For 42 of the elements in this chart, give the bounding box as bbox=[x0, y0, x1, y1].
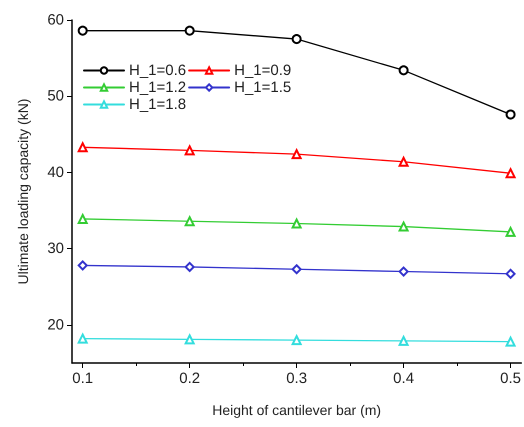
legend-label: H_1=1.5 bbox=[234, 79, 292, 96]
point bbox=[78, 214, 88, 224]
point bbox=[506, 268, 516, 279]
point bbox=[78, 26, 88, 36]
point bbox=[184, 145, 195, 156]
point bbox=[292, 335, 302, 346]
y-axis-title: Ultimate loading capacity (kN) bbox=[15, 98, 31, 284]
point bbox=[506, 110, 516, 120]
point bbox=[292, 149, 302, 160]
point bbox=[398, 222, 409, 232]
point bbox=[184, 26, 195, 36]
point bbox=[506, 336, 516, 347]
point bbox=[506, 168, 516, 178]
x-tick-label: 0.1 bbox=[72, 370, 94, 387]
point bbox=[78, 334, 88, 344]
point bbox=[398, 336, 409, 346]
x-tick-label: 0.3 bbox=[286, 370, 308, 387]
x-tick-label: 0.5 bbox=[500, 370, 522, 387]
legend-label: H_1=0.9 bbox=[234, 62, 292, 79]
x-axis-title: Height of cantilever bar (m) bbox=[212, 402, 382, 418]
point bbox=[398, 266, 409, 277]
legend-label: H_1=1.2 bbox=[129, 79, 186, 96]
point bbox=[184, 262, 195, 272]
legend-label: H_1=0.6 bbox=[129, 62, 186, 79]
point bbox=[292, 264, 302, 274]
point bbox=[292, 34, 302, 44]
point bbox=[506, 226, 516, 237]
point bbox=[184, 216, 195, 226]
point bbox=[398, 156, 409, 167]
y-tick-label: 60 bbox=[47, 12, 64, 28]
point bbox=[398, 65, 409, 76]
point bbox=[292, 218, 302, 229]
point bbox=[184, 334, 195, 344]
y-tick-label: 50 bbox=[47, 88, 64, 105]
y-tick-label: 20 bbox=[47, 316, 64, 334]
point bbox=[78, 260, 88, 270]
legend-label: H_1=1.8 bbox=[129, 96, 186, 113]
x-tick-label: 0.4 bbox=[393, 370, 414, 387]
x-tick-label: 0.2 bbox=[179, 370, 200, 387]
y-tick-label: 30 bbox=[47, 240, 64, 258]
y-tick-label: 40 bbox=[47, 164, 64, 181]
point bbox=[78, 142, 88, 152]
